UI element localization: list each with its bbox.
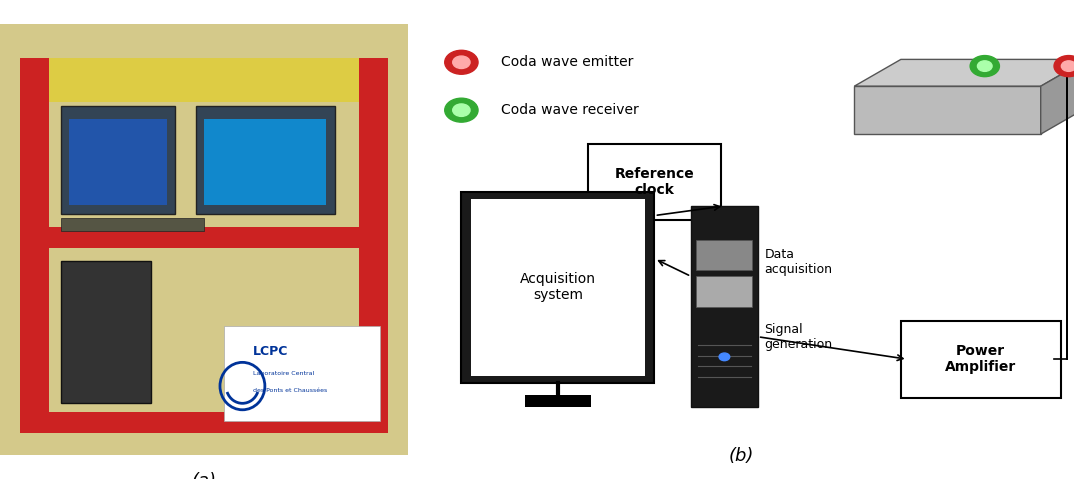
Polygon shape bbox=[854, 59, 1074, 86]
Text: Laboratoire Central: Laboratoire Central bbox=[253, 371, 315, 376]
FancyBboxPatch shape bbox=[587, 144, 721, 220]
Polygon shape bbox=[1041, 59, 1074, 134]
Polygon shape bbox=[854, 86, 1041, 134]
FancyBboxPatch shape bbox=[471, 199, 644, 376]
Text: Acquisition
system: Acquisition system bbox=[520, 272, 596, 303]
Circle shape bbox=[977, 61, 992, 71]
FancyBboxPatch shape bbox=[20, 67, 49, 433]
FancyBboxPatch shape bbox=[359, 67, 388, 433]
FancyBboxPatch shape bbox=[524, 395, 592, 407]
FancyBboxPatch shape bbox=[901, 321, 1061, 398]
FancyBboxPatch shape bbox=[462, 192, 654, 383]
Circle shape bbox=[453, 56, 470, 68]
FancyBboxPatch shape bbox=[224, 326, 379, 421]
Text: Coda wave emitter: Coda wave emitter bbox=[502, 55, 634, 69]
Circle shape bbox=[970, 56, 1000, 77]
FancyBboxPatch shape bbox=[61, 261, 151, 403]
Circle shape bbox=[445, 50, 478, 74]
Text: Power
Amplifier: Power Amplifier bbox=[945, 344, 1016, 375]
FancyBboxPatch shape bbox=[70, 119, 168, 205]
FancyBboxPatch shape bbox=[20, 227, 388, 248]
FancyBboxPatch shape bbox=[696, 240, 753, 270]
Text: (b): (b) bbox=[728, 446, 754, 465]
Circle shape bbox=[453, 104, 470, 116]
Circle shape bbox=[720, 353, 729, 361]
FancyBboxPatch shape bbox=[692, 206, 758, 407]
Text: des Ponts et Chaussées: des Ponts et Chaussées bbox=[253, 388, 328, 393]
FancyBboxPatch shape bbox=[20, 58, 388, 89]
FancyBboxPatch shape bbox=[204, 119, 326, 205]
FancyBboxPatch shape bbox=[61, 106, 175, 214]
Text: Reference
clock: Reference clock bbox=[614, 167, 695, 197]
FancyBboxPatch shape bbox=[195, 106, 335, 214]
Text: LCPC: LCPC bbox=[253, 345, 289, 358]
FancyBboxPatch shape bbox=[0, 24, 408, 455]
FancyBboxPatch shape bbox=[61, 218, 204, 231]
Text: Coda wave receiver: Coda wave receiver bbox=[502, 103, 639, 117]
Text: (a): (a) bbox=[191, 472, 217, 479]
FancyBboxPatch shape bbox=[696, 276, 753, 307]
Circle shape bbox=[1054, 56, 1074, 77]
Text: Signal
generation: Signal generation bbox=[765, 323, 832, 351]
Text: Data
acquisition: Data acquisition bbox=[765, 248, 832, 276]
FancyBboxPatch shape bbox=[49, 58, 359, 102]
Circle shape bbox=[445, 98, 478, 122]
Circle shape bbox=[1061, 61, 1074, 71]
FancyBboxPatch shape bbox=[20, 412, 388, 433]
